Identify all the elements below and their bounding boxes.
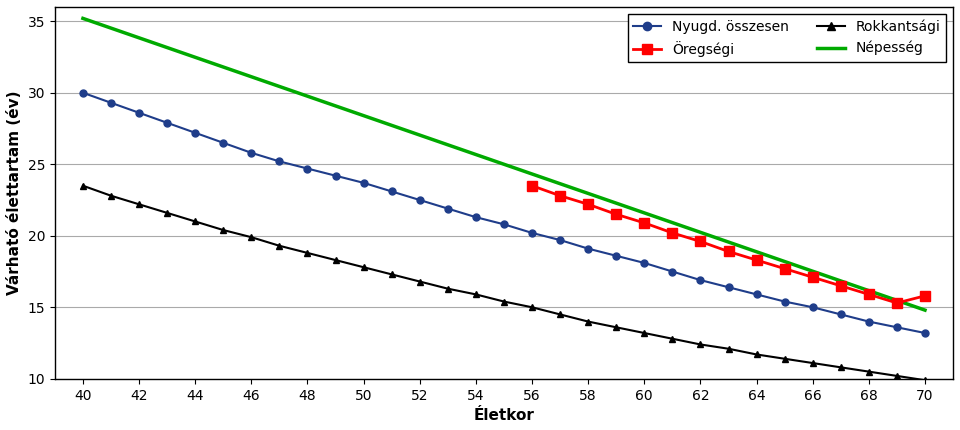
Y-axis label: Várható élettartam (év): Várható élettartam (év) xyxy=(7,91,22,295)
Legend: Nyugd. összesen, Öregségi, Rokkantsági, Népesség: Nyugd. összesen, Öregségi, Rokkantsági, … xyxy=(628,14,947,62)
X-axis label: Életkor: Életkor xyxy=(473,408,535,423)
